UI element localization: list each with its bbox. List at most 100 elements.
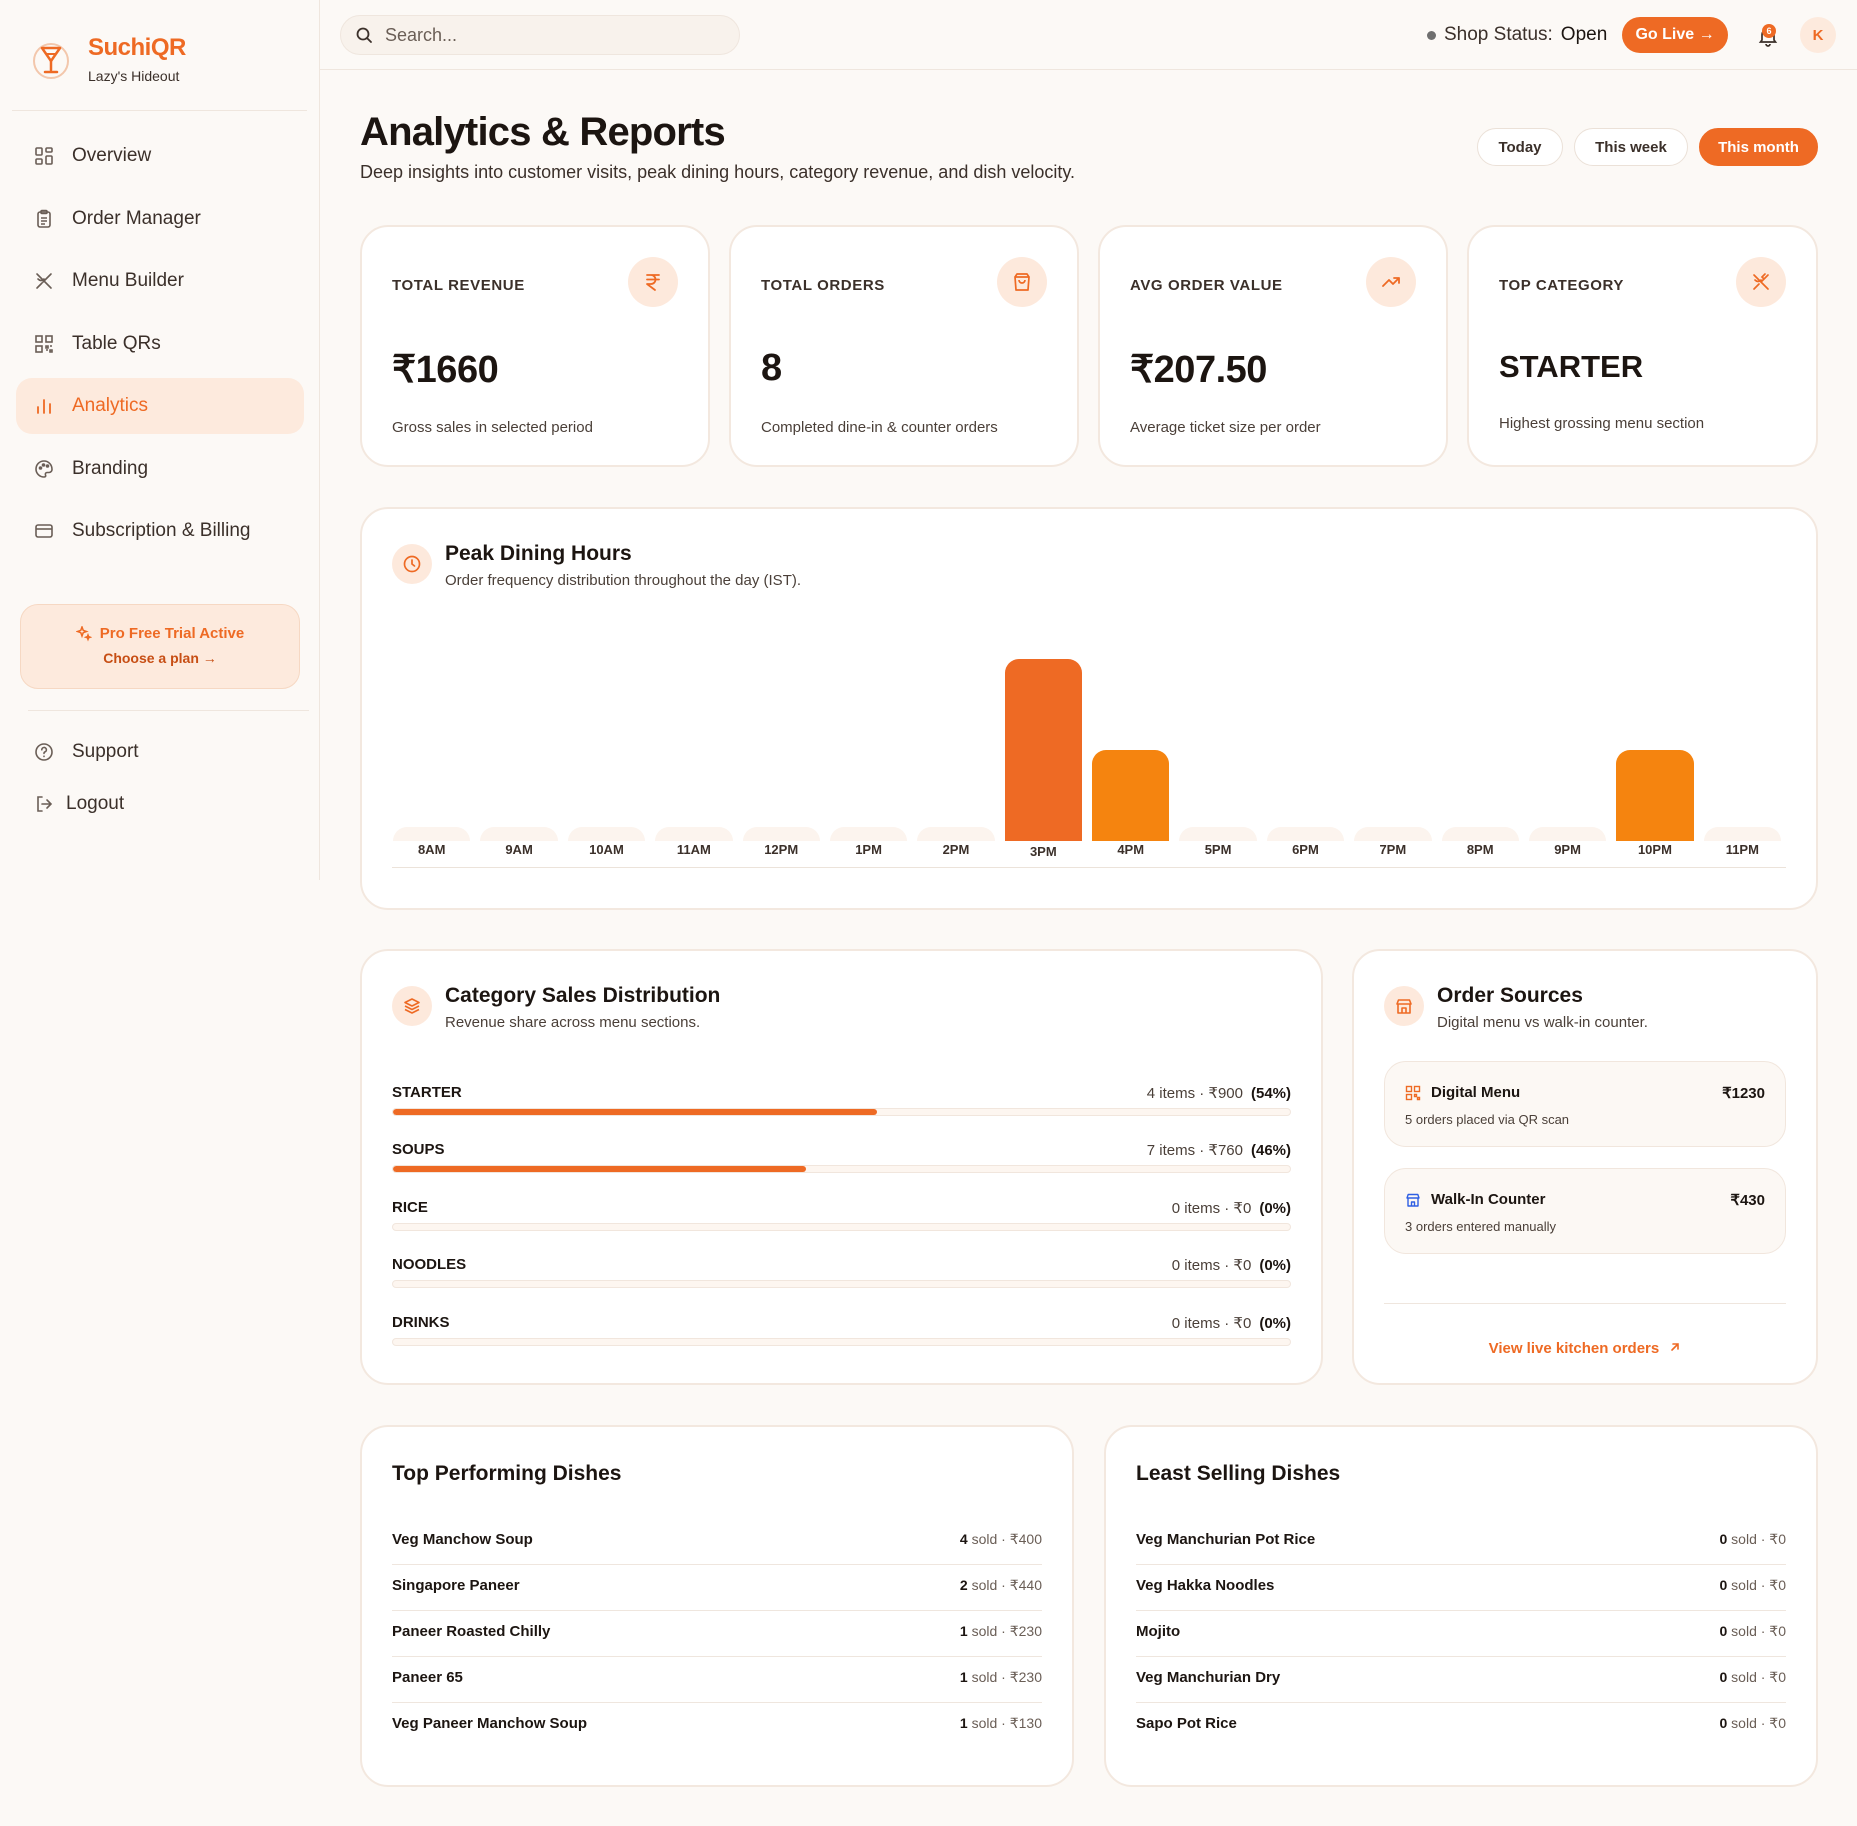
- palette-icon: [35, 459, 53, 478]
- dish-row: Paneer 65 1 sold · ₹230: [392, 1657, 1042, 1703]
- dish-name: Paneer Roasted Chilly: [392, 1623, 551, 1640]
- dish-meta: 0 sold · ₹0: [1719, 1577, 1786, 1593]
- dish-name: Sapo Pot Rice: [1136, 1715, 1237, 1732]
- category-progress: [392, 1280, 1291, 1288]
- divider: [28, 710, 309, 711]
- dish-name: Veg Paneer Manchow Soup: [392, 1715, 588, 1732]
- chart-bar: [655, 827, 733, 841]
- category-sales-card: Category Sales Distribution Revenue shar…: [360, 949, 1323, 1385]
- avatar[interactable]: K: [1800, 17, 1836, 53]
- dish-row: Veg Manchow Soup 4 sold · ₹400: [392, 1519, 1042, 1565]
- period-this-month-button[interactable]: This month: [1699, 128, 1818, 166]
- chart-bar: [1266, 827, 1345, 841]
- category-progress: [392, 1108, 1291, 1116]
- sidebar-item-analytics[interactable]: Analytics: [16, 378, 304, 434]
- utensils-crossed-icon: [1736, 257, 1786, 307]
- period-this-week-button[interactable]: This week: [1574, 128, 1688, 166]
- sidebar-item-menu-builder[interactable]: Menu Builder: [16, 253, 304, 309]
- trial-banner[interactable]: Pro Free Trial Active Choose a plan →: [20, 604, 300, 689]
- sidebar-item-label: Overview: [72, 145, 152, 166]
- stat-label: TOTAL ORDERS: [761, 277, 885, 294]
- source-value: ₹1230: [1722, 1085, 1765, 1102]
- sidebar-item-order-manager[interactable]: Order Manager: [16, 191, 304, 247]
- logout-icon: [37, 796, 53, 812]
- chart-bar: [1441, 827, 1519, 841]
- dish-row: Veg Manchurian Pot Rice 0 sold · ₹0: [1136, 1519, 1786, 1565]
- category-meta: 0 items · ₹0 (0%): [1171, 1257, 1291, 1274]
- chart-tick-label: 11AM: [676, 842, 711, 857]
- dish-name: Veg Manchurian Pot Rice: [1136, 1531, 1316, 1548]
- source-subtext: 5 orders placed via QR scan: [1405, 1112, 1570, 1127]
- dish-row: Sapo Pot Rice 0 sold · ₹0: [1136, 1703, 1786, 1749]
- view-live-kitchen-orders-link[interactable]: View live kitchen orders: [1354, 1340, 1816, 1357]
- period-today-button[interactable]: Today: [1477, 128, 1563, 166]
- category-progress-fill: [393, 1109, 878, 1115]
- sidebar-item-logout[interactable]: Logout: [16, 778, 304, 830]
- chart-bar: [1179, 827, 1257, 841]
- clock-icon: [392, 544, 432, 584]
- dish-meta: 0 sold · ₹0: [1719, 1623, 1786, 1639]
- chart-bar: [1354, 827, 1432, 841]
- sidebar-item-label: Subscription & Billing: [72, 520, 251, 541]
- dish-row: Veg Manchurian Dry 0 sold · ₹0: [1136, 1657, 1786, 1703]
- chart-bar: [1703, 827, 1781, 841]
- brand[interactable]: SuchiQR Lazy's Hideout: [30, 34, 186, 84]
- category-row: SOUPS 7 items · ₹760 (46%): [392, 1141, 1291, 1181]
- category-meta: 0 items · ₹0 (0%): [1171, 1200, 1291, 1217]
- chart-baseline: [392, 867, 1786, 868]
- chart-tick-label: 9PM: [1554, 842, 1581, 857]
- sidebar-nav: Overview Order Manager Menu Builder Tabl…: [16, 128, 304, 566]
- dish-row: Veg Hakka Noodles 0 sold · ₹0: [1136, 1565, 1786, 1611]
- shop-status-value: Open: [1560, 24, 1608, 45]
- dish-meta: 1 sold · ₹230: [959, 1669, 1042, 1685]
- sidebar-item-label: Menu Builder: [72, 270, 184, 291]
- sidebar-item-label: Order Manager: [72, 207, 201, 229]
- section-title: Category Sales Distribution: [445, 984, 721, 1007]
- stat-card-top-category: TOP CATEGORY STARTER Highest grossing me…: [1467, 225, 1818, 467]
- restaurant-name: Lazy's Hideout: [88, 68, 180, 84]
- sidebar-item-branding[interactable]: Branding: [16, 441, 304, 497]
- search-input[interactable]: [385, 24, 705, 46]
- chart-tick-label: 6PM: [1292, 842, 1319, 857]
- divider: [12, 110, 307, 111]
- sidebar-item-overview[interactable]: Overview: [16, 128, 304, 184]
- category-name: DRINKS: [392, 1314, 450, 1331]
- chart-tick-label: 8AM: [417, 842, 446, 857]
- dish-name: Paneer 65: [392, 1669, 463, 1686]
- page-title: Analytics & Reports: [360, 110, 726, 154]
- go-live-button[interactable]: Go Live →: [1622, 17, 1728, 53]
- dish-name: Veg Hakka Noodles: [1136, 1577, 1275, 1594]
- category-name: RICE: [392, 1199, 428, 1216]
- shop-status-label: Shop Status:: [1444, 24, 1553, 45]
- category-name: NOODLES: [392, 1256, 467, 1273]
- chart-tick-label: 5PM: [1204, 842, 1232, 857]
- dish-meta: 4 sold · ₹400: [959, 1531, 1042, 1547]
- dish-meta: 0 sold · ₹0: [1719, 1531, 1786, 1547]
- least-dishes-card: Least Selling Dishes Veg Manchurian Pot …: [1104, 1425, 1818, 1787]
- chart-tick-label: 1PM: [855, 842, 882, 857]
- category-progress: [392, 1338, 1291, 1346]
- credit-card-icon: [35, 524, 53, 538]
- order-sources-card: Order Sources Digital menu vs walk-in co…: [1352, 949, 1818, 1385]
- stat-label: TOTAL REVENUE: [392, 277, 525, 294]
- choose-plan-link[interactable]: Choose a plan →: [103, 650, 217, 666]
- sidebar-item-subscription-billing[interactable]: Subscription & Billing: [16, 503, 304, 559]
- category-progress: [392, 1223, 1291, 1231]
- category-row: DRINKS 0 items · ₹0 (0%): [392, 1314, 1291, 1354]
- chart-bar: [393, 827, 471, 841]
- store-icon: [1384, 986, 1424, 1026]
- chart-tick-label: 7PM: [1379, 842, 1407, 857]
- category-meta: 0 items · ₹0 (0%): [1171, 1315, 1291, 1332]
- sidebar-item-label: Logout: [66, 793, 125, 814]
- sidebar: SuchiQR Lazy's Hideout Overview Order Ma…: [0, 0, 320, 880]
- sidebar-item-table-qrs[interactable]: Table QRs: [16, 316, 304, 372]
- category-meta: 7 items · ₹760 (46%): [1146, 1142, 1291, 1159]
- stat-card-total-orders: TOTAL ORDERS 8 Completed dine-in & count…: [729, 225, 1079, 467]
- sparkles-icon: [75, 625, 92, 642]
- chart-bar: [742, 827, 820, 841]
- search-box[interactable]: [340, 15, 740, 55]
- stat-subtext: Average ticket size per order: [1130, 419, 1321, 436]
- layers-icon: [392, 986, 432, 1026]
- dish-name: Veg Manchow Soup: [392, 1531, 533, 1548]
- sidebar-item-support[interactable]: Support: [16, 726, 304, 778]
